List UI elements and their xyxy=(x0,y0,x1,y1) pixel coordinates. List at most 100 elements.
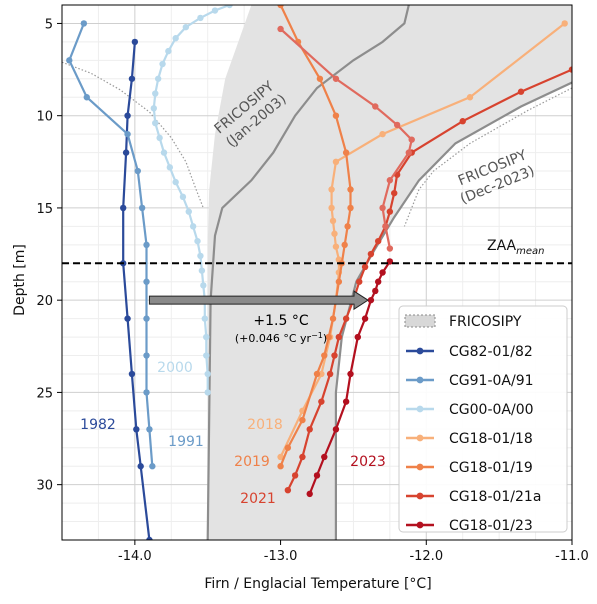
zaa-label: ZAAmean xyxy=(487,238,545,257)
warming-arrow xyxy=(148,290,369,311)
series-point xyxy=(160,149,168,156)
series-point xyxy=(329,217,337,225)
series-point xyxy=(66,57,73,64)
series-point xyxy=(143,352,150,359)
series-point xyxy=(131,38,139,46)
series-point xyxy=(197,14,204,22)
legend: FRICOSIPY CG82-01/82 CG91-0A/91 CG00-0A/00… xyxy=(398,305,568,534)
series-point xyxy=(342,149,350,156)
series-7 xyxy=(277,25,415,252)
series-point xyxy=(313,370,321,378)
series-point xyxy=(179,193,187,201)
series-point xyxy=(408,136,415,143)
series-point xyxy=(326,370,334,378)
series-point xyxy=(316,75,324,82)
series-point xyxy=(332,426,340,433)
series-point xyxy=(361,263,369,271)
series-point xyxy=(321,453,328,461)
series-point xyxy=(375,237,382,245)
series-point xyxy=(226,5,233,9)
series-point xyxy=(328,186,335,193)
series-point xyxy=(156,134,163,142)
series-point xyxy=(204,389,211,396)
legend-label: CG18-01/21a xyxy=(449,489,541,505)
x-tick-label: -12.0 xyxy=(409,549,443,564)
year-label-2000: 2000 xyxy=(157,360,193,376)
x-tick-label: -13.0 xyxy=(264,549,298,564)
legend-label: CG82-01/82 xyxy=(449,344,533,360)
legend-label: CG18-01/19 xyxy=(449,460,533,476)
series-point xyxy=(332,112,340,119)
series-point xyxy=(120,204,127,212)
series-point xyxy=(306,426,313,433)
legend-marker xyxy=(416,492,424,500)
series-point xyxy=(149,463,156,470)
series-point xyxy=(391,189,398,197)
series-point xyxy=(386,208,394,215)
y-tick-label: 10 xyxy=(36,110,53,125)
series-point xyxy=(197,252,204,260)
y-tick-label: 30 xyxy=(36,479,53,494)
legend-swatch-fricosipy xyxy=(404,314,436,328)
legend-label: CG18-01/18 xyxy=(449,431,533,447)
series-line xyxy=(152,5,230,393)
series-point xyxy=(328,204,335,212)
series-point xyxy=(372,103,379,110)
series-point xyxy=(375,278,382,285)
series-point xyxy=(185,208,192,215)
series-point xyxy=(128,75,136,82)
series-point xyxy=(138,204,146,212)
fricosipy-dec-curve xyxy=(334,81,572,540)
series-point xyxy=(466,94,474,101)
series-point xyxy=(165,47,172,55)
series-point xyxy=(517,88,525,95)
series-point xyxy=(331,230,338,237)
legend-items: CG82-01/82 CG91-0A/91 CG00-0A/00 CG18-01/18… xyxy=(406,344,541,534)
series-point xyxy=(335,278,343,285)
year-label-1991: 1991 xyxy=(168,434,204,450)
series-point xyxy=(335,333,343,341)
fricosipy-jan-curve xyxy=(206,5,410,540)
series-point xyxy=(143,389,150,396)
series-point xyxy=(166,164,174,171)
y-tick-label: 5 xyxy=(45,17,53,32)
series-point xyxy=(386,258,394,265)
year-label-1982: 1982 xyxy=(80,417,116,433)
series-point xyxy=(344,223,351,230)
series-point xyxy=(194,237,201,245)
series-point xyxy=(159,60,166,68)
series-point xyxy=(356,278,363,285)
series-point xyxy=(347,204,354,212)
plot-frame xyxy=(61,4,573,541)
overlay-group xyxy=(62,262,572,311)
series-point xyxy=(182,23,190,31)
series-point xyxy=(122,149,130,156)
series-1 xyxy=(66,20,156,470)
fricosipy-dotted-jan xyxy=(62,61,204,209)
series-point xyxy=(124,315,131,322)
series-point xyxy=(379,204,386,212)
year-label-2018: 2018 xyxy=(247,417,283,433)
series-point xyxy=(342,315,350,322)
series-point xyxy=(200,282,207,289)
series-point xyxy=(367,296,375,304)
series-point xyxy=(152,90,159,97)
series-point xyxy=(172,178,179,186)
series-point xyxy=(299,453,306,461)
year-label-2023: 2023 xyxy=(350,454,386,470)
series-point xyxy=(134,167,141,175)
series-point xyxy=(347,370,354,378)
series-point xyxy=(321,352,328,359)
series-point xyxy=(306,490,313,498)
series-point xyxy=(189,223,197,230)
legend-label: CG18-01/23 xyxy=(449,518,533,534)
series-point xyxy=(379,269,386,276)
arrow-label: +1.5 °C xyxy=(253,313,308,329)
legend-marker xyxy=(416,376,424,384)
y-tick-label: 20 xyxy=(36,294,53,309)
year-label-2019: 2019 xyxy=(234,454,270,470)
series-point xyxy=(284,444,292,451)
series-6 xyxy=(306,258,394,498)
series-point xyxy=(198,267,206,274)
